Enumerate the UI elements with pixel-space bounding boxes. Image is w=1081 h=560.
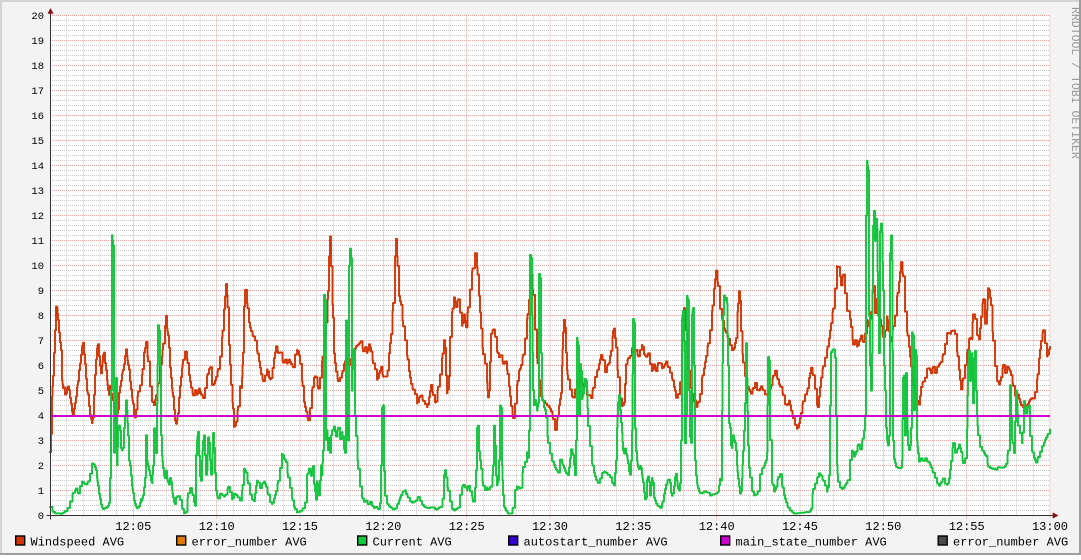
- svg-text:12:10: 12:10: [199, 520, 235, 534]
- svg-text:12:55: 12:55: [949, 520, 985, 534]
- svg-text:main_state_number AVG: main_state_number AVG: [736, 536, 887, 550]
- svg-text:autostart_number AVG: autostart_number AVG: [524, 536, 668, 550]
- svg-text:18: 18: [31, 61, 44, 73]
- svg-text:12:50: 12:50: [865, 520, 901, 534]
- svg-text:8: 8: [38, 311, 44, 323]
- svg-text:error_number AVG: error_number AVG: [953, 536, 1068, 550]
- svg-text:3: 3: [38, 436, 44, 448]
- svg-text:12:20: 12:20: [365, 520, 401, 534]
- svg-text:12:25: 12:25: [449, 520, 485, 534]
- svg-text:9: 9: [38, 286, 44, 298]
- svg-text:20: 20: [31, 11, 44, 23]
- svg-text:2: 2: [38, 461, 44, 473]
- svg-text:17: 17: [31, 86, 44, 98]
- svg-text:12:05: 12:05: [115, 520, 151, 534]
- svg-text:RRDTOOL / TOBI OETIKER: RRDTOOL / TOBI OETIKER: [1068, 7, 1081, 159]
- svg-text:15: 15: [31, 136, 44, 148]
- svg-text:Current AVG: Current AVG: [373, 536, 452, 550]
- svg-text:Windspeed AVG: Windspeed AVG: [31, 536, 125, 550]
- svg-text:14: 14: [31, 161, 44, 173]
- svg-text:12:35: 12:35: [615, 520, 651, 534]
- svg-text:12:45: 12:45: [782, 520, 818, 534]
- svg-text:12:30: 12:30: [532, 520, 568, 534]
- svg-text:13:00: 13:00: [1032, 520, 1068, 534]
- svg-text:5: 5: [38, 386, 44, 398]
- svg-text:7: 7: [38, 336, 44, 348]
- svg-text:0: 0: [38, 511, 44, 523]
- svg-text:4: 4: [38, 411, 44, 423]
- svg-text:13: 13: [31, 186, 44, 198]
- svg-text:12:40: 12:40: [699, 520, 735, 534]
- svg-text:10: 10: [31, 261, 44, 273]
- svg-text:6: 6: [38, 361, 44, 373]
- svg-text:12: 12: [31, 211, 44, 223]
- svg-text:19: 19: [31, 36, 44, 48]
- svg-text:11: 11: [31, 236, 44, 248]
- svg-text:12:15: 12:15: [282, 520, 318, 534]
- svg-text:error_number AVG: error_number AVG: [192, 536, 307, 550]
- svg-text:1: 1: [38, 486, 44, 498]
- svg-text:16: 16: [31, 111, 44, 123]
